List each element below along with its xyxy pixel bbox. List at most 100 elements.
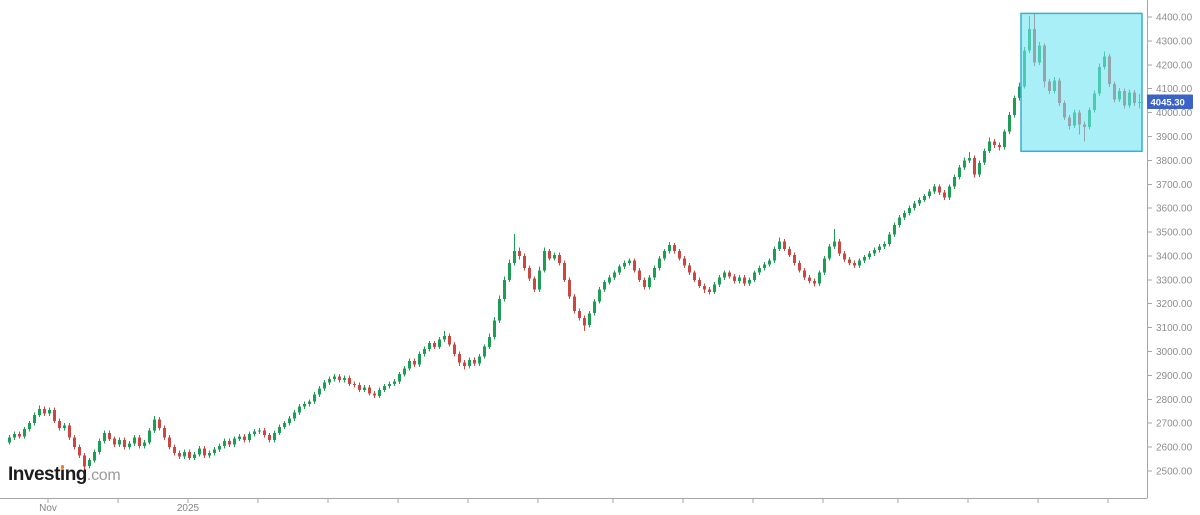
- candle-body: [1008, 115, 1011, 132]
- candle-body: [278, 426, 281, 433]
- candle-body: [998, 144, 1001, 148]
- candle-body: [838, 241, 841, 254]
- candle-down: [998, 142, 1001, 151]
- candle-body: [378, 389, 381, 396]
- candle-down: [848, 257, 851, 266]
- candle-up: [133, 435, 136, 446]
- candle-body: [798, 263, 801, 271]
- candle-body: [238, 436, 241, 439]
- candle-down: [353, 381, 356, 388]
- candle-body: [513, 251, 516, 264]
- candle-body: [763, 264, 766, 268]
- candle-body: [708, 289, 711, 292]
- y-tick-label: 4300.00: [1156, 36, 1193, 47]
- candle-up: [948, 184, 951, 200]
- candle-body: [458, 353, 461, 363]
- candle-up: [293, 410, 296, 421]
- candle-body: [668, 245, 671, 252]
- candle-body: [953, 177, 956, 187]
- investing-watermark: Investı ng.com: [8, 465, 121, 484]
- candle-body: [448, 336, 451, 345]
- y-tick-label: 4000.00: [1156, 108, 1193, 119]
- candle-up: [428, 340, 431, 352]
- candle-down: [973, 155, 976, 178]
- candle-down: [113, 436, 116, 448]
- candle-body: [23, 429, 26, 437]
- candle-up: [283, 420, 286, 430]
- candle-up: [248, 431, 251, 443]
- candle-down: [633, 258, 636, 273]
- candle-down: [123, 437, 126, 450]
- candle-body: [873, 250, 876, 254]
- candle-body: [518, 251, 521, 256]
- candle-body: [88, 460, 91, 467]
- candle-down: [728, 270, 731, 279]
- y-tick-label: 3400.00: [1156, 251, 1193, 262]
- candle-body: [888, 234, 891, 244]
- candle-body: [738, 277, 741, 282]
- candle-body: [728, 272, 731, 277]
- candle-up: [893, 222, 896, 237]
- candle-body: [78, 447, 81, 456]
- candle-body: [528, 267, 531, 279]
- candle-up: [383, 383, 386, 393]
- candle-body: [13, 434, 16, 438]
- candle-up: [913, 201, 916, 211]
- candle-up: [513, 234, 516, 266]
- candle-up: [313, 392, 316, 405]
- candle-up: [863, 254, 866, 264]
- candle-body: [128, 443, 131, 448]
- candle-up: [988, 137, 991, 154]
- candle-down: [938, 184, 941, 195]
- candle-body: [398, 374, 401, 382]
- candle-up: [33, 412, 36, 426]
- candle-up: [298, 404, 301, 415]
- candle-body: [718, 277, 721, 285]
- candle-body: [693, 272, 696, 280]
- candle-up: [898, 214, 901, 228]
- candle-up: [773, 246, 776, 264]
- candle-down: [808, 275, 811, 284]
- candle-body: [648, 277, 651, 288]
- candle-body: [973, 158, 976, 175]
- candle-up: [503, 276, 506, 302]
- investing-logo-suffix: .com: [86, 467, 121, 484]
- candle-down: [568, 277, 571, 299]
- candle-body: [173, 447, 176, 454]
- candle-body: [393, 381, 396, 384]
- candle-down: [678, 248, 681, 261]
- candle-body: [523, 255, 526, 268]
- candle-body: [583, 318, 586, 326]
- candle-up: [603, 279, 606, 292]
- candle-down: [458, 351, 461, 366]
- candle-body: [958, 167, 961, 178]
- candle-up: [213, 447, 216, 456]
- candle-up: [668, 242, 671, 254]
- candle-up: [928, 189, 931, 199]
- candle-body: [878, 246, 881, 250]
- candle-down: [473, 357, 476, 366]
- candle-body: [633, 260, 636, 271]
- candle-up: [218, 443, 221, 452]
- candle-body: [48, 410, 51, 414]
- candle-up: [903, 210, 906, 221]
- candle-body: [593, 301, 596, 314]
- candle-body: [488, 337, 491, 347]
- candle-body: [268, 435, 271, 440]
- y-tick-label: 3800.00: [1156, 156, 1193, 167]
- candle-body: [38, 408, 41, 415]
- candle-body: [893, 224, 896, 235]
- y-tick-label: 3600.00: [1156, 204, 1193, 215]
- candle-body: [138, 437, 141, 446]
- candle-body: [183, 451, 186, 457]
- candle-body: [413, 361, 416, 365]
- candle-up: [323, 380, 326, 391]
- candle-body: [578, 310, 581, 319]
- candle-up: [238, 434, 241, 442]
- highlight-selection-box[interactable]: [1020, 12, 1143, 153]
- candle-up: [48, 407, 51, 416]
- logo-orange-dot-icon: [60, 465, 65, 469]
- candle-body: [198, 448, 201, 455]
- candle-up: [723, 270, 726, 280]
